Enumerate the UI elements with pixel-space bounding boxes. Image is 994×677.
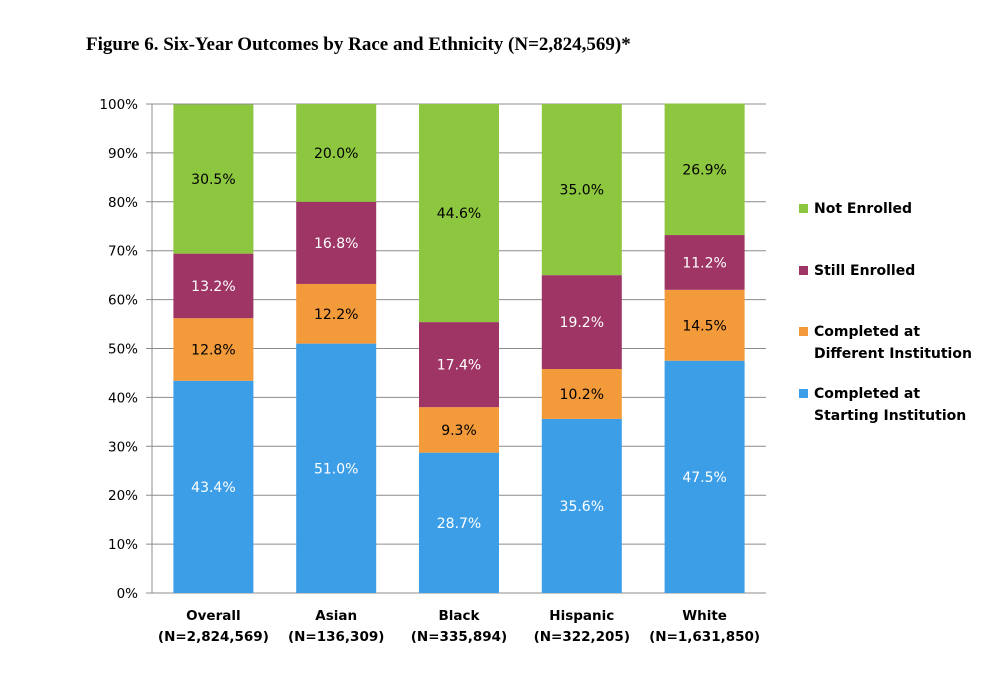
bar-stack-asian: 51.0% 12.2% 16.8% 20.0%: [296, 104, 377, 593]
legend-label: Still Enrolled: [814, 263, 915, 279]
legend-label: Different Institution: [814, 346, 972, 362]
bar-stack-white: 47.5% 14.5% 11.2% 26.9%: [664, 103, 745, 593]
bar-segment: [296, 283, 377, 344]
x-tick-label: White: [682, 608, 727, 624]
bar-segment: [541, 104, 622, 276]
bars: 43.4% 12.8% 13.2% 30.5% 51.0% 12.2% 16.8% 20.0%…: [173, 103, 745, 593]
bar-segment: [296, 343, 377, 593]
data-label: 13.2%: [191, 279, 235, 295]
legend-item: Completed at Different Institution: [799, 324, 972, 362]
x-tick-label: Black: [438, 608, 480, 624]
x-tick-label: Overall: [186, 608, 240, 624]
data-label: 26.9%: [682, 162, 726, 178]
data-label: 35.0%: [560, 183, 604, 199]
data-label: 12.2%: [314, 307, 358, 323]
legend-swatch: [799, 389, 808, 398]
y-tick-label: 100%: [99, 97, 138, 113]
legend: Not Enrolled Still Enrolled Completed at Di…: [799, 201, 972, 424]
data-label: 9.3%: [441, 423, 477, 439]
y-tick-label: 60%: [108, 293, 138, 309]
bar-segment: [173, 380, 254, 593]
bar-segment: [419, 104, 499, 323]
chart-title: Figure 6. Six-Year Outcomes by Race and …: [86, 34, 631, 55]
y-tick-label: 40%: [108, 390, 138, 406]
legend-label: Not Enrolled: [814, 201, 912, 217]
x-tick-label: (N=2,824,569): [158, 629, 269, 645]
x-tick-label: (N=136,309): [288, 629, 384, 645]
bar-segment: [296, 201, 377, 284]
data-label: 51.0%: [314, 461, 358, 477]
data-label: 35.6%: [560, 499, 604, 515]
legend-item: Completed at Starting Institution: [799, 386, 966, 424]
legend-swatch: [799, 204, 808, 213]
legend-label: Completed at: [814, 324, 920, 340]
bar-segment: [541, 275, 622, 370]
legend-item: Still Enrolled: [799, 263, 915, 279]
x-tick-label: (N=335,894): [411, 629, 507, 645]
y-tick-label: 20%: [108, 488, 138, 504]
legend-swatch: [799, 327, 808, 336]
data-label: 30.5%: [191, 172, 235, 188]
data-label: 12.8%: [191, 342, 235, 358]
data-label: 17.4%: [437, 358, 481, 374]
x-tick-label: Asian: [315, 608, 357, 624]
bar-segment: [173, 104, 254, 254]
legend-item: Not Enrolled: [799, 201, 912, 217]
y-tick-label: 90%: [108, 146, 138, 162]
bar-stack-black: 28.7% 9.3% 17.4% 44.6%: [419, 104, 499, 593]
x-tick-label: Hispanic: [549, 608, 614, 624]
y-tick-label: 70%: [108, 244, 138, 260]
x-tick-label: (N=322,205): [534, 629, 630, 645]
bar-segment: [296, 104, 377, 202]
y-tick-label: 10%: [108, 537, 138, 553]
y-tick-label: 50%: [108, 342, 138, 358]
bar-segment: [173, 253, 254, 319]
y-axis: 0% 10% 20% 30% 40% 50% 60% 70% 80% 90% 100%: [99, 97, 153, 602]
bar-segment: [664, 235, 745, 290]
y-tick-label: 30%: [108, 439, 138, 455]
bar-segment: [173, 318, 254, 381]
data-label: 47.5%: [682, 470, 726, 486]
data-label: 14.5%: [682, 318, 726, 334]
data-label: 43.4%: [191, 480, 235, 496]
legend-swatch: [799, 266, 808, 275]
bar-segment: [664, 360, 745, 593]
data-label: 16.8%: [314, 236, 358, 252]
bar-segment: [664, 289, 745, 361]
legend-label: Completed at: [814, 386, 920, 402]
bar-stack-hispanic: 35.6% 10.2% 19.2% 35.0%: [541, 104, 622, 593]
bar-stack-overall: 43.4% 12.8% 13.2% 30.5%: [173, 104, 254, 593]
data-label: 28.7%: [437, 516, 481, 532]
bar-segment: [419, 407, 499, 453]
data-label: 20.0%: [314, 146, 358, 162]
data-label: 10.2%: [560, 387, 604, 403]
y-tick-label: 80%: [108, 195, 138, 211]
y-tick-label: 0%: [117, 586, 139, 602]
bar-segment: [419, 452, 499, 593]
bar-segment: [664, 103, 745, 236]
data-label: 19.2%: [560, 315, 604, 331]
bar-segment: [541, 369, 622, 419]
data-label: 44.6%: [437, 206, 481, 222]
legend-label: Starting Institution: [814, 408, 966, 424]
bar-segment: [541, 418, 622, 593]
data-label: 11.2%: [682, 255, 726, 271]
x-tick-label: (N=1,631,850): [649, 629, 760, 645]
bar-segment: [419, 322, 499, 408]
x-axis: Overall (N=2,824,569) Asian (N=136,309) Blac…: [158, 608, 760, 645]
